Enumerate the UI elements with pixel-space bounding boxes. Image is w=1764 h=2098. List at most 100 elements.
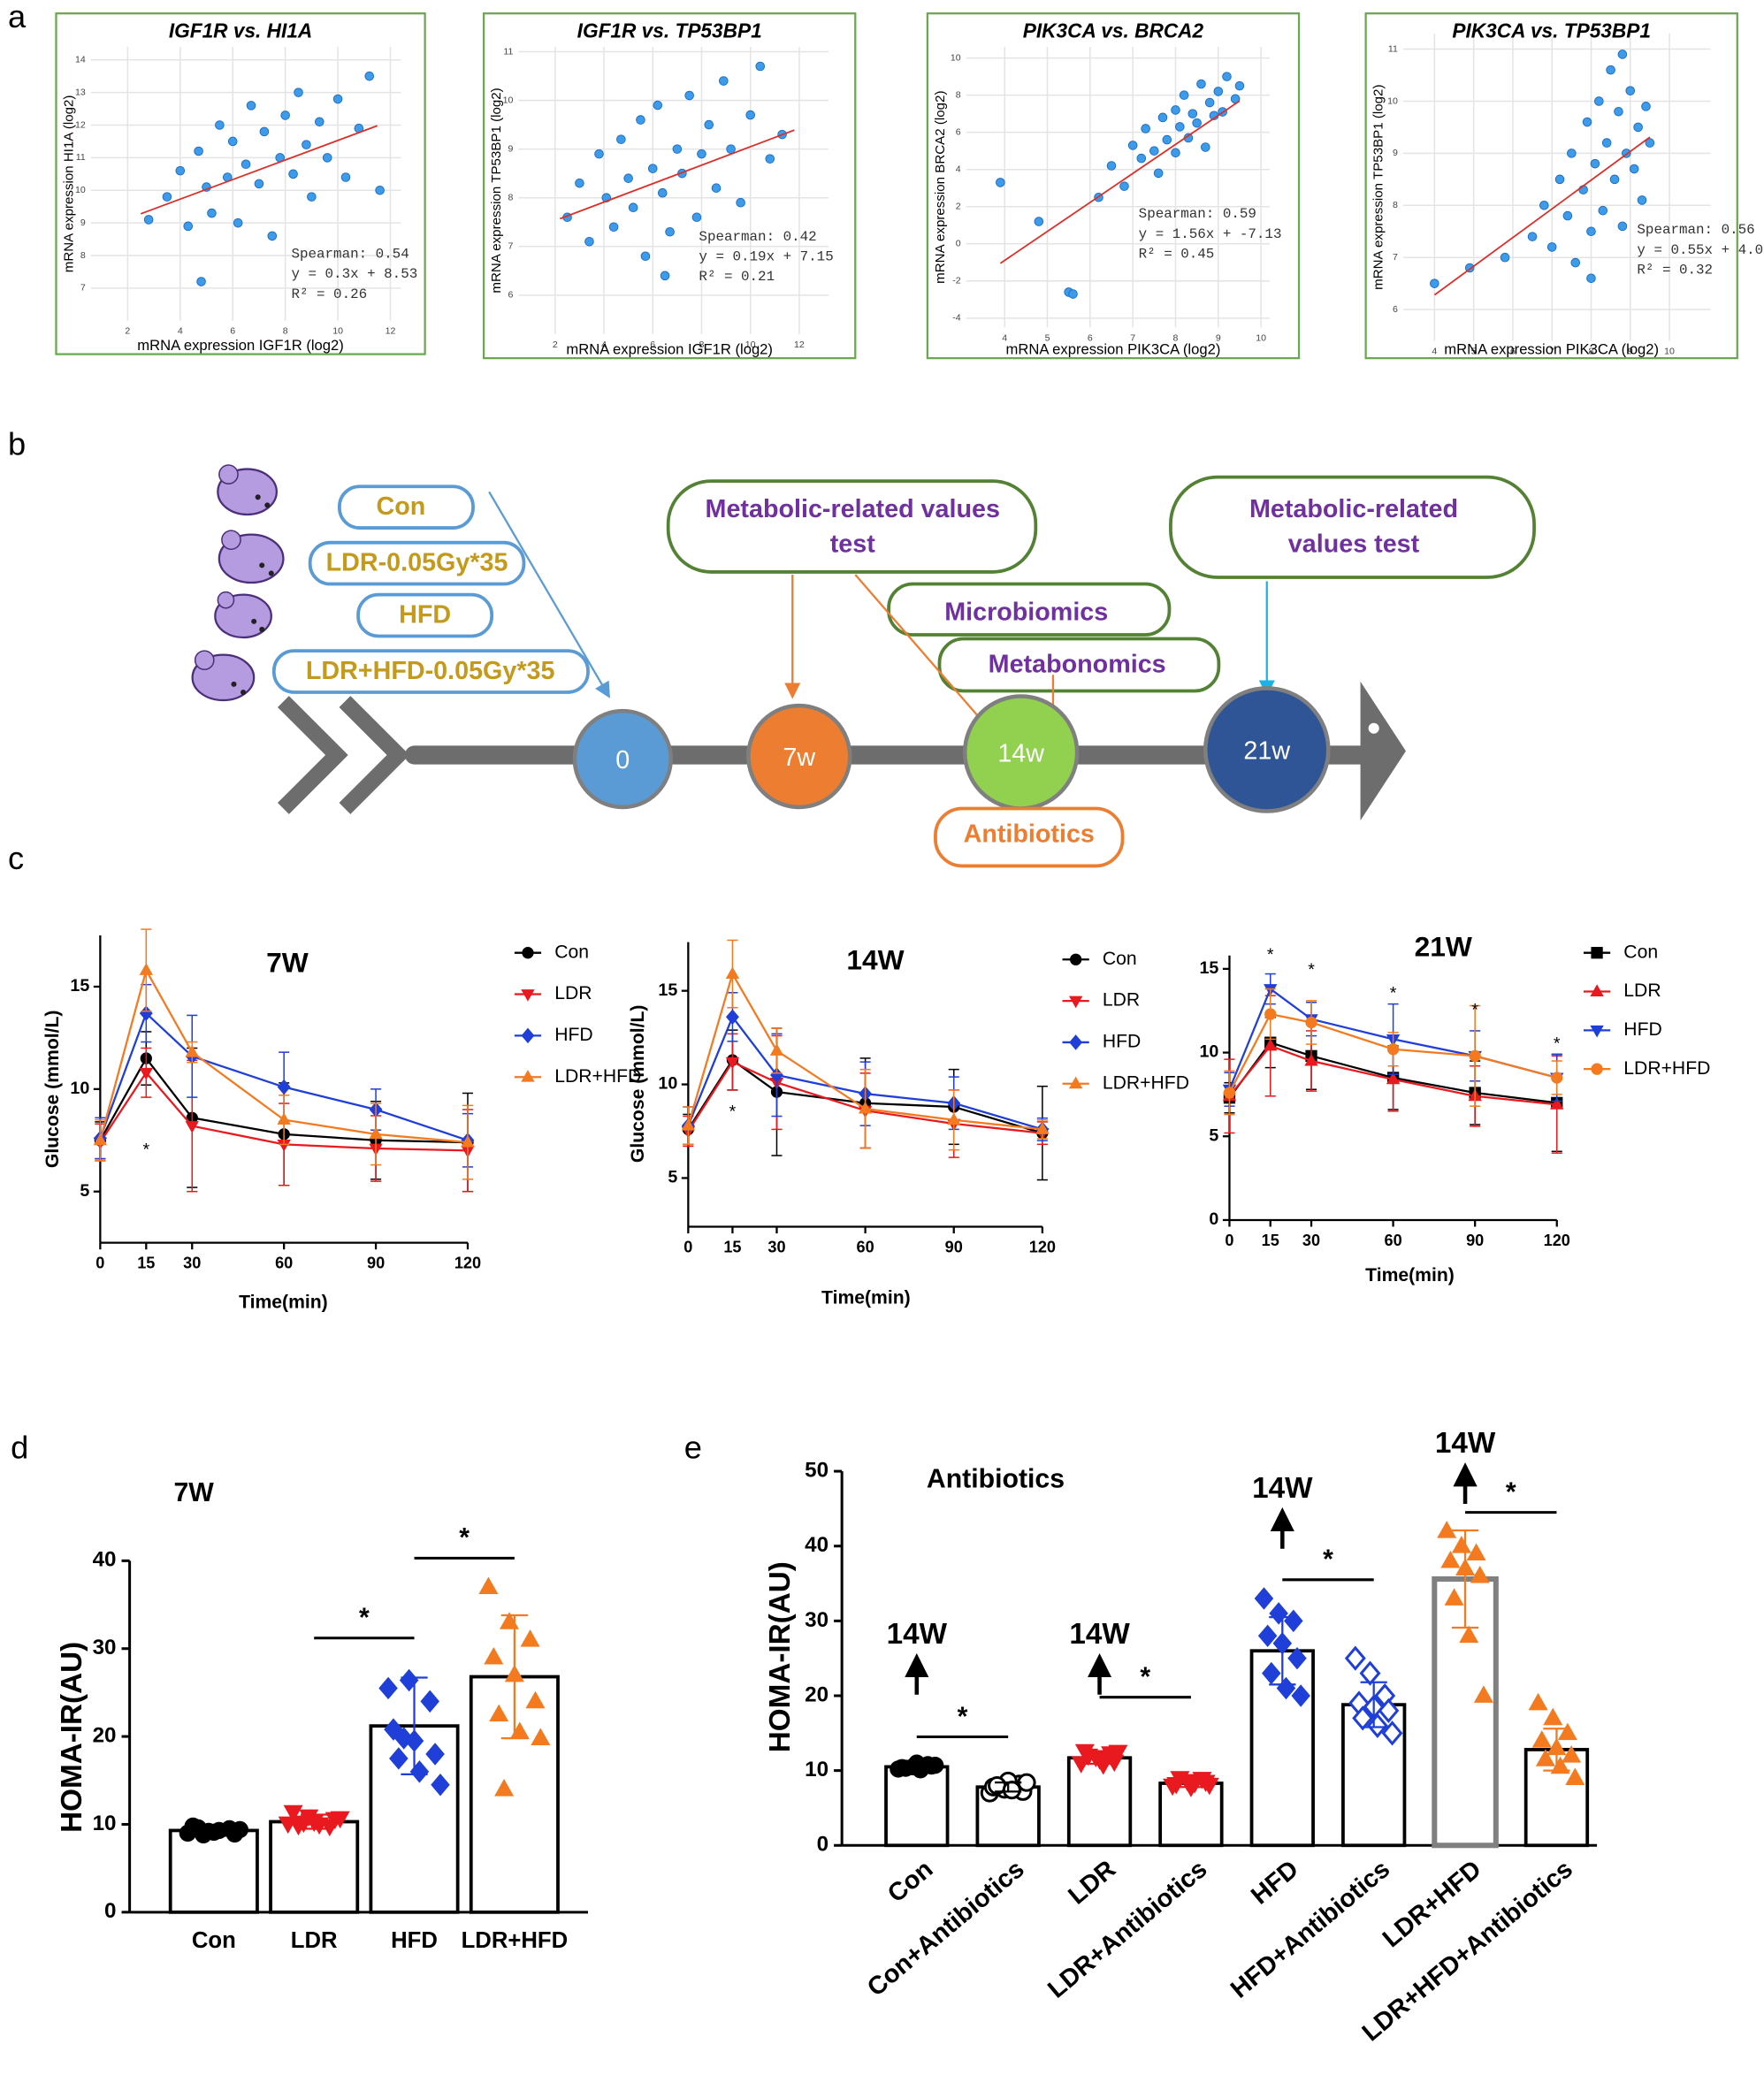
y-tick-label: 8: [508, 193, 513, 203]
y-tick-label: 0: [1209, 1209, 1218, 1229]
point: [315, 117, 325, 127]
point: [1590, 158, 1600, 169]
series-line: [1228, 1044, 1557, 1106]
y-tick-label: 0: [817, 1833, 829, 1857]
y-tick-label: 6: [956, 126, 961, 137]
test-box: [1169, 475, 1536, 579]
significance-label: *: [958, 1702, 968, 1731]
annotation: *: [142, 1141, 149, 1160]
marker: [139, 963, 153, 975]
x-tick-label: 2: [553, 339, 558, 350]
point: [1594, 96, 1604, 106]
data-point: [1451, 1536, 1471, 1553]
y-tick-label: 11: [1388, 43, 1398, 54]
marker: [1386, 1043, 1400, 1056]
x-tick-label: 15: [1262, 1232, 1279, 1249]
legend-label: LDR: [554, 983, 592, 1003]
data-point: [1254, 1587, 1274, 1610]
annotation: Spearman: 0.56: [1637, 222, 1754, 238]
data-point: [1444, 1588, 1464, 1606]
y-tick-label: 5: [1209, 1125, 1218, 1145]
point: [684, 90, 694, 101]
timepoint-label: 0: [615, 746, 630, 774]
point: [665, 226, 675, 237]
series-line: [687, 971, 1042, 1131]
legend-label: HFD: [1623, 1019, 1661, 1040]
y-tick-label: 13: [75, 87, 86, 97]
marker: [725, 1009, 739, 1026]
point: [1068, 289, 1078, 299]
legend-label: LDR: [1623, 980, 1661, 1001]
point: [1629, 164, 1639, 174]
point: [1119, 181, 1129, 191]
point: [765, 154, 775, 164]
data-point: [1440, 1550, 1461, 1568]
y-tick-label: 14: [75, 55, 86, 65]
legend-marker: [1590, 1025, 1604, 1038]
marker: [461, 1134, 475, 1148]
point: [1222, 72, 1232, 81]
marker: [947, 1112, 961, 1125]
bar: [269, 1820, 360, 1914]
arrow: [488, 491, 610, 698]
point: [1641, 102, 1651, 111]
x-tick-label: 4: [178, 326, 183, 337]
data-point: [425, 1743, 445, 1766]
x-tick-label: LDR+Antibiotics: [1042, 1855, 1212, 2004]
y-tick-label: 10: [658, 1074, 677, 1094]
legend-marker: [1590, 984, 1604, 996]
point: [1213, 87, 1224, 96]
y-tick-label: 0: [104, 1899, 116, 1923]
chart-title: IGF1R vs. TP53BP1: [577, 19, 762, 42]
arrow: [854, 574, 989, 729]
point: [672, 144, 683, 154]
data-point: [1378, 1697, 1400, 1724]
timepoint: [746, 703, 852, 810]
data-point: [484, 1647, 504, 1665]
x-tick-label: 30: [1302, 1232, 1320, 1249]
x-tick-label: 30: [183, 1255, 201, 1272]
point: [1162, 134, 1172, 145]
data-point: [384, 1718, 403, 1741]
dot: [1368, 722, 1379, 734]
series-line: [687, 1015, 1043, 1131]
x-tick-label: 2: [125, 326, 130, 337]
panel-label: d: [11, 1429, 28, 1465]
point: [726, 144, 736, 154]
point: [207, 208, 217, 218]
bar: [884, 1765, 950, 1848]
data-point: [525, 1690, 546, 1709]
x-tick-label: Con: [192, 1928, 236, 1953]
y-tick-label: 20: [93, 1723, 117, 1747]
point: [1562, 210, 1573, 221]
x-tick-label: 12: [794, 339, 805, 350]
y-tick-label: 30: [93, 1636, 117, 1659]
group-label: HFD: [399, 600, 451, 629]
point: [719, 76, 729, 86]
y-tick-label: 7: [508, 241, 513, 252]
x-tick-label: 6: [230, 326, 235, 337]
legend-marker: [521, 989, 535, 1002]
point: [340, 172, 351, 182]
x-axis-label: Time(min): [821, 1288, 911, 1308]
x-tick-label: HFD: [1246, 1855, 1304, 1910]
data-point: [1459, 1625, 1479, 1644]
marker: [725, 1057, 740, 1070]
x-tick-label: 10: [1256, 332, 1266, 343]
annotation: *: [729, 1102, 737, 1122]
marker: [1551, 1072, 1563, 1084]
significance-label: *: [459, 1523, 470, 1553]
series-line: [1228, 1012, 1558, 1094]
chart-title: 7W: [173, 1478, 214, 1507]
x-tick-label: 120: [1544, 1232, 1570, 1249]
point: [1606, 65, 1615, 75]
point: [594, 149, 604, 159]
point: [1196, 79, 1206, 89]
data-point: [1079, 1748, 1099, 1766]
data-point: [1565, 1767, 1585, 1785]
point: [183, 221, 194, 232]
point: [302, 140, 311, 149]
data-point: [1557, 1722, 1577, 1741]
x-axis-label: Time(min): [1365, 1265, 1455, 1286]
data-point: [1199, 1777, 1219, 1796]
